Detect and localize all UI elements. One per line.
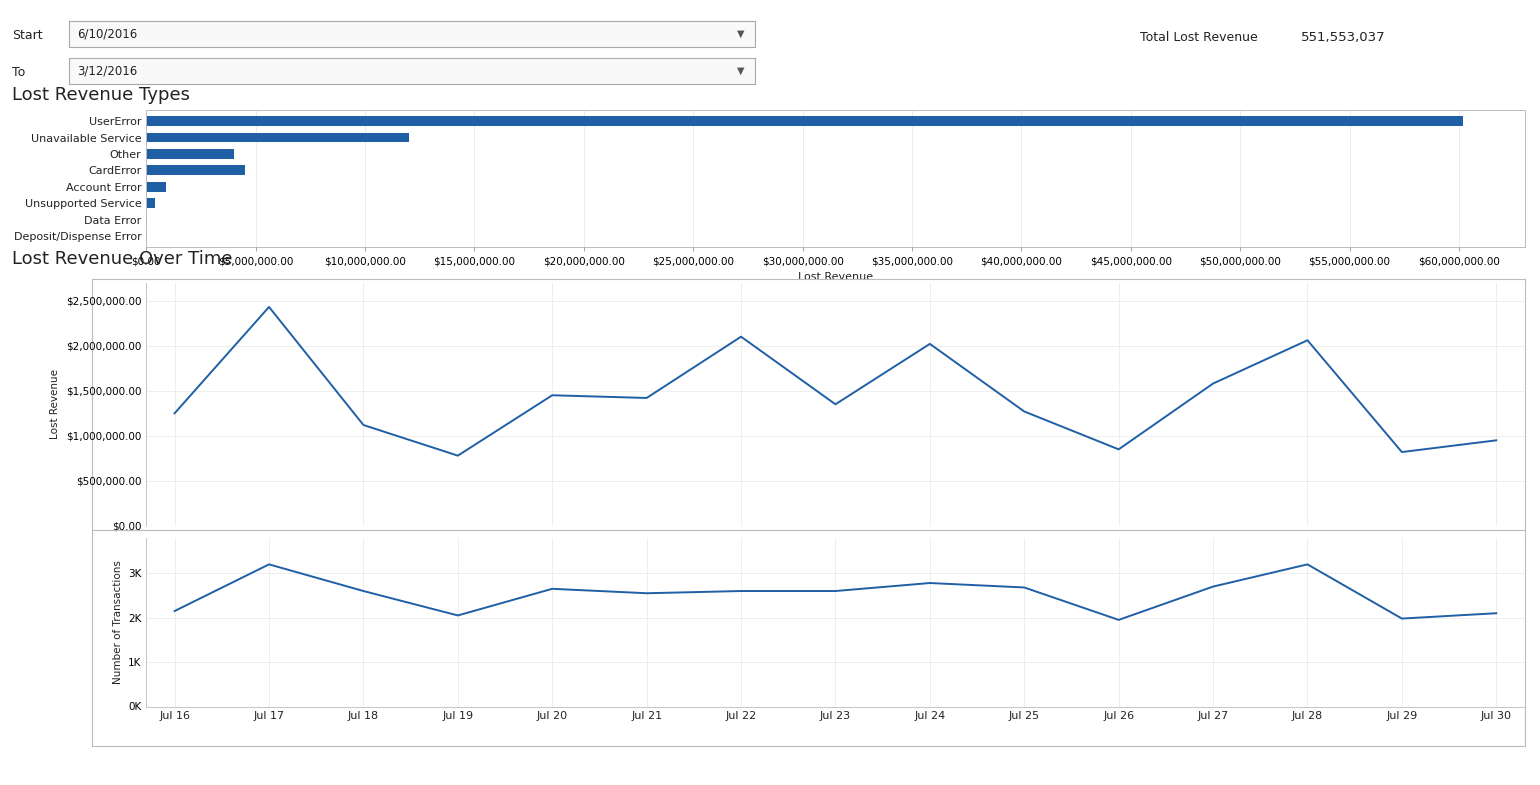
Y-axis label: Number of Transactions: Number of Transactions xyxy=(112,560,123,684)
Text: 3/12/2016: 3/12/2016 xyxy=(77,64,137,78)
Bar xyxy=(146,116,1463,126)
Bar xyxy=(146,149,234,159)
Text: Total Lost Revenue: Total Lost Revenue xyxy=(1140,31,1257,44)
Bar xyxy=(146,133,408,142)
Y-axis label: Lost Revenue: Lost Revenue xyxy=(51,369,60,440)
Bar xyxy=(146,166,245,175)
Bar xyxy=(146,182,166,192)
Text: To: To xyxy=(12,66,26,78)
Text: ▼: ▼ xyxy=(736,29,744,39)
Bar xyxy=(146,199,156,208)
Text: 551,553,037: 551,553,037 xyxy=(1301,31,1386,44)
Text: Lost Revenue Types: Lost Revenue Types xyxy=(12,86,191,104)
Text: 6/10/2016: 6/10/2016 xyxy=(77,27,137,41)
X-axis label: Lost Revenue: Lost Revenue xyxy=(798,272,873,282)
Text: ▼: ▼ xyxy=(736,66,744,76)
Text: Lost Revenue Over Time: Lost Revenue Over Time xyxy=(12,250,233,268)
Text: Start: Start xyxy=(12,29,43,42)
